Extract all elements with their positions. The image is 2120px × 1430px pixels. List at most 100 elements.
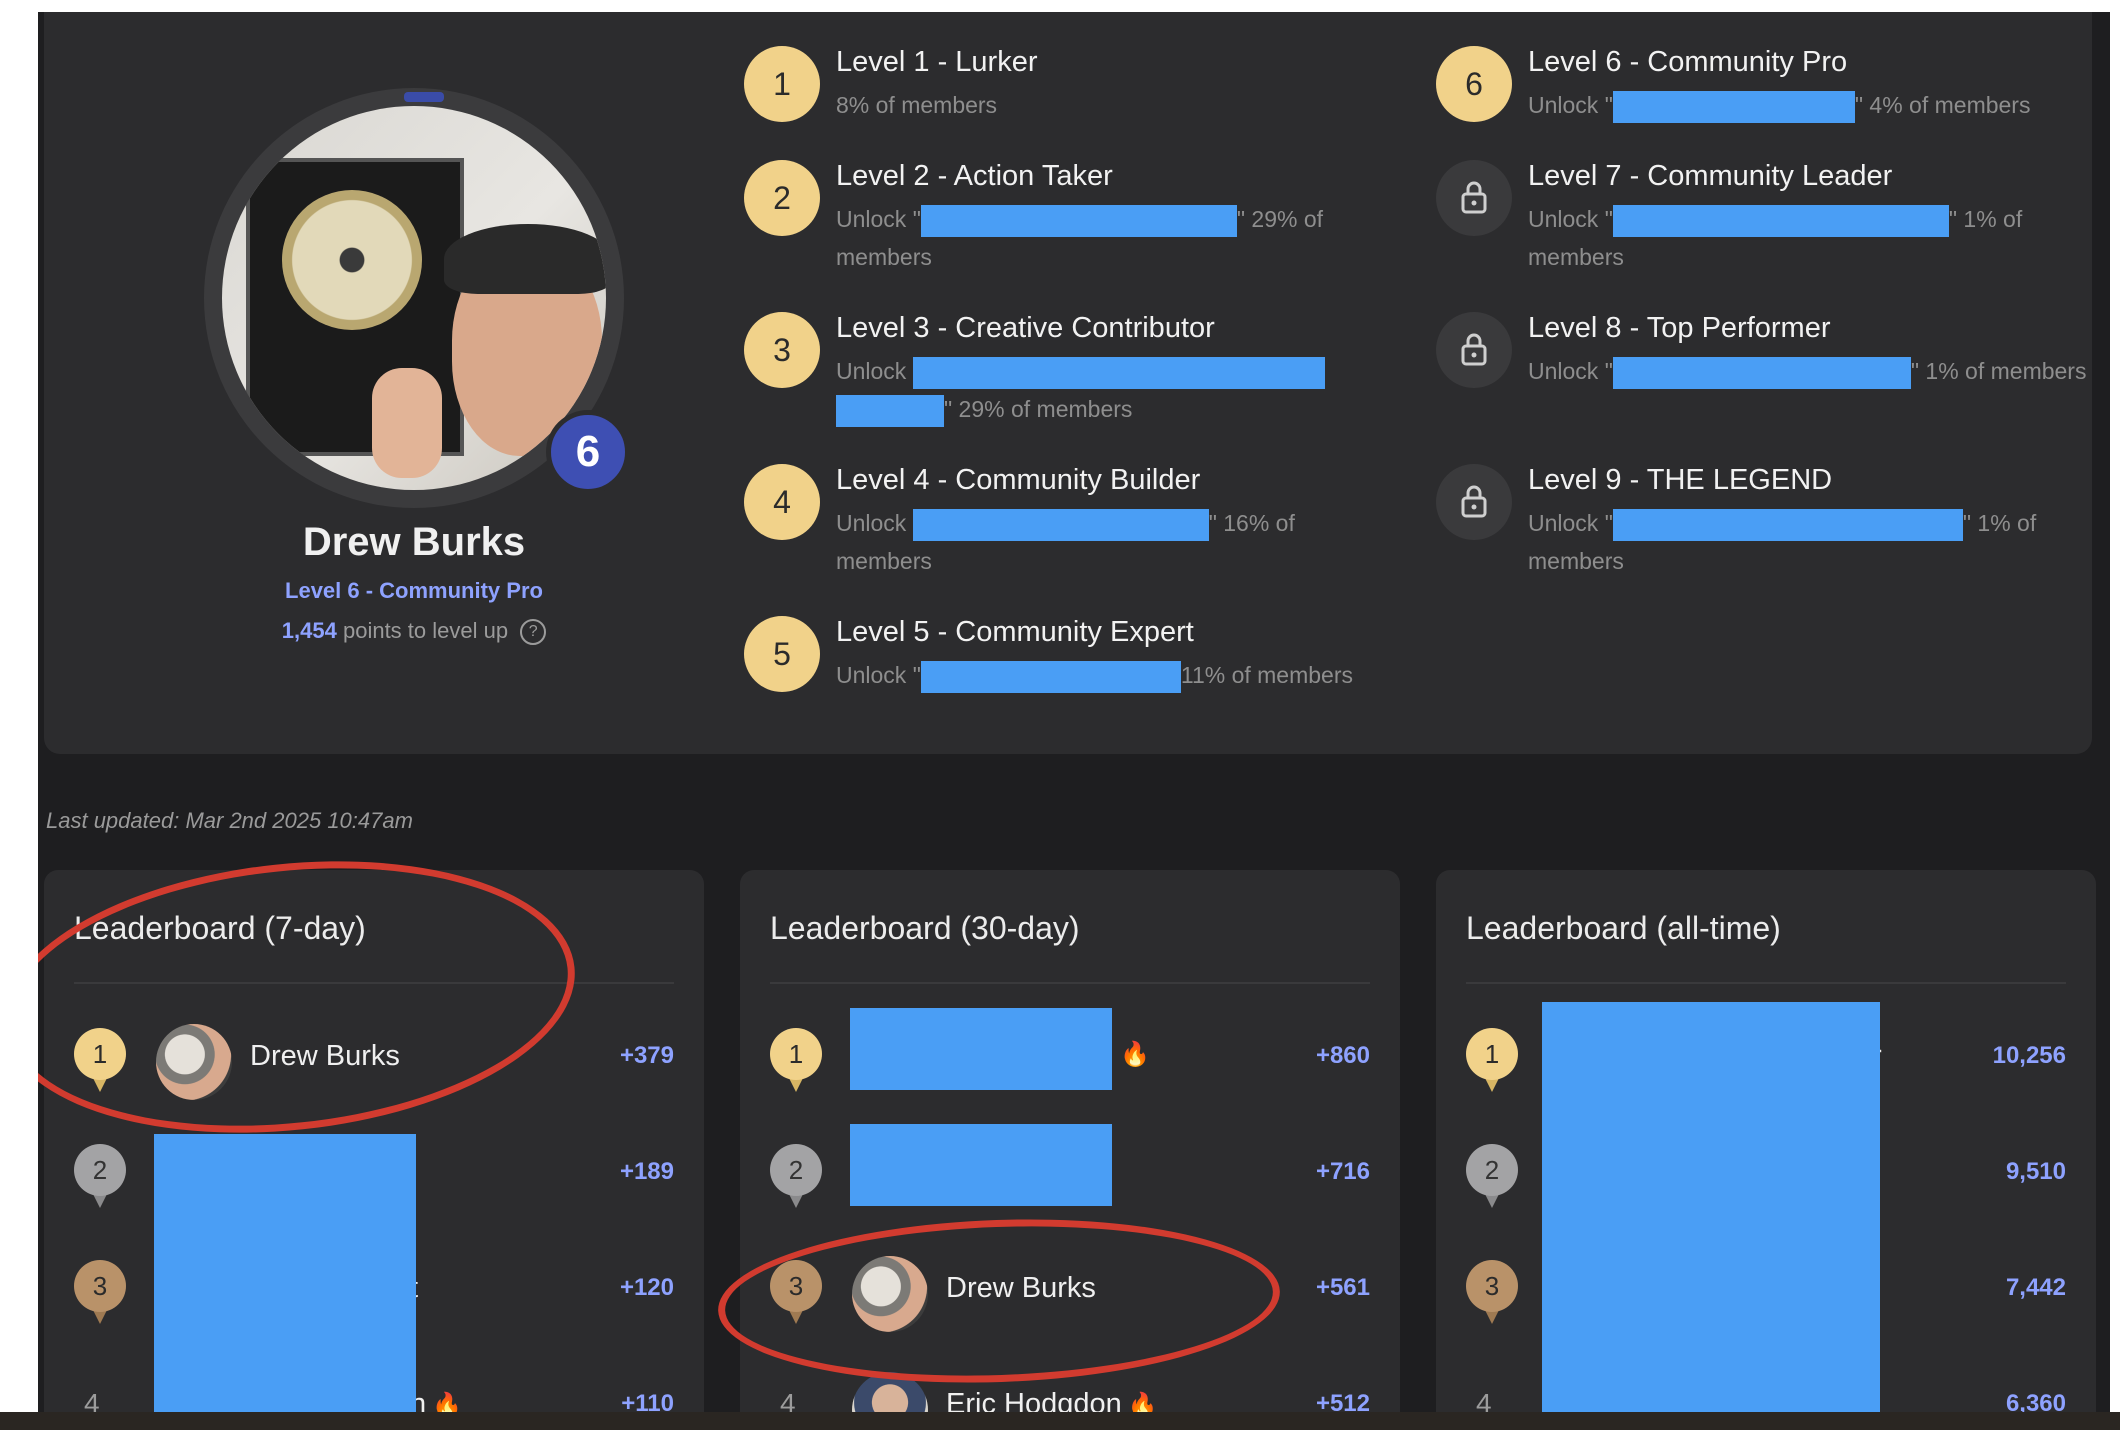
level-unlock-description: Unlock " 11% of members xyxy=(836,656,1436,694)
divider xyxy=(770,982,1370,984)
redacted-text xyxy=(920,204,1237,237)
leaderboard-row[interactable]: 3 7,442 xyxy=(1436,1232,2096,1342)
points-to-level-up: 1,454 points to level up ? xyxy=(44,618,784,646)
level-badge: 6 xyxy=(546,410,630,494)
record-disc-image xyxy=(282,190,422,330)
unlock-suffix: " 1% of members xyxy=(1910,358,2087,384)
points-value: 1,454 xyxy=(281,618,337,643)
level-title: Level 6 - Community Pro xyxy=(1528,46,1848,78)
board-title: Leaderboard (7-day) xyxy=(74,910,366,946)
level-unlock-description: Unlock " " 1% of members xyxy=(1528,200,2088,276)
bronze-medal-icon: 3 xyxy=(74,1260,126,1324)
leaderboard-row[interactable]: 1 Drew Burks +379 xyxy=(44,1000,704,1110)
unlock-suffix: " 4% of members xyxy=(1854,92,2031,118)
unlock-suffix: " 29% of members xyxy=(944,396,1133,422)
member-score: 9,510 xyxy=(2005,1158,2066,1185)
member-score: +120 xyxy=(619,1274,674,1301)
leaderboard-30-day: Leaderboard (30-day) 1 🔥 +860 2 +716 3 D… xyxy=(740,870,1400,1430)
member-score: +379 xyxy=(619,1042,674,1069)
member-score: +189 xyxy=(619,1158,674,1185)
redacted-text xyxy=(912,508,1209,541)
lock-icon xyxy=(1461,485,1487,518)
redacted-name xyxy=(850,1008,1112,1090)
hand-image xyxy=(372,368,442,478)
level-title: Level 9 - THE LEGEND xyxy=(1528,464,1833,496)
leaderboard-row[interactable]: 3 Drew Burks +561 xyxy=(740,1232,1400,1342)
profile-avatar[interactable] xyxy=(222,106,606,490)
unlock-prefix: Unlock " xyxy=(1528,358,1613,384)
bronze-medal-icon: 3 xyxy=(1466,1260,1518,1324)
unlock-prefix: Unlock " xyxy=(1528,92,1613,118)
level-number-circle: 6 xyxy=(1436,46,1512,122)
rank-number: 4 xyxy=(1476,1388,1492,1419)
level-title: Level 1 - Lurker xyxy=(836,46,1038,78)
cap-image xyxy=(444,224,606,294)
points-label: points to level up xyxy=(342,618,509,643)
gold-medal-icon: 1 xyxy=(770,1028,822,1092)
avatar[interactable] xyxy=(156,1024,232,1100)
level-number-circle: 5 xyxy=(744,616,820,692)
member-score: +716 xyxy=(1315,1158,1370,1185)
level-title: Level 5 - Community Expert xyxy=(836,616,1194,648)
leaderboard-row[interactable]: 2 +716 xyxy=(740,1116,1400,1226)
board-title: Leaderboard (all-time) xyxy=(1466,910,1781,946)
divider xyxy=(1466,982,2066,984)
gold-medal-icon: 1 xyxy=(1466,1028,1518,1092)
redacted-names xyxy=(154,1134,416,1430)
lock-icon xyxy=(1461,181,1487,214)
silver-medal-icon: 2 xyxy=(770,1144,822,1208)
member-score: 10,256 xyxy=(1992,1042,2066,1069)
level-lock-circle xyxy=(1436,160,1512,236)
redacted-text xyxy=(912,356,1325,389)
redacted-names xyxy=(1542,1002,1880,1430)
redacted-text xyxy=(1612,508,1963,541)
rank-number: 4 xyxy=(84,1388,100,1419)
unlock-prefix: Unlock " xyxy=(836,206,921,232)
silver-medal-icon: 2 xyxy=(74,1144,126,1208)
redacted-text xyxy=(1612,356,1911,389)
leaderboard-row[interactable]: 2 +189 xyxy=(44,1116,704,1226)
member-score: 7,442 xyxy=(2005,1274,2066,1301)
level-unlock-description: Unlock " " 4% of members xyxy=(1528,86,2110,124)
level-title: Level 7 - Community Leader xyxy=(1528,160,1893,192)
bronze-medal-icon: 3 xyxy=(770,1260,822,1324)
leaderboard-row[interactable]: 3 t +120 xyxy=(44,1232,704,1342)
level-lock-circle xyxy=(1436,464,1512,540)
level-number-circle: 2 xyxy=(744,160,820,236)
help-icon[interactable]: ? xyxy=(520,619,547,646)
gold-medal-icon: 1 xyxy=(74,1028,126,1092)
unlock-prefix: Unlock " xyxy=(836,662,921,688)
level-title: Level 3 - Creative Contributor xyxy=(836,312,1215,344)
level-unlock-description: Unlock " " 1% of members xyxy=(1528,352,2088,390)
redacted-text xyxy=(920,660,1181,693)
rank-number: 4 xyxy=(780,1388,796,1419)
leaderboard-row[interactable]: 2 9,510 xyxy=(1436,1116,2096,1226)
level-title: Level 2 - Action Taker xyxy=(836,160,1113,192)
level-lock-circle xyxy=(1436,312,1512,388)
silver-medal-icon: 2 xyxy=(1466,1144,1518,1208)
leaderboard-row[interactable]: 1 🔥 +860 xyxy=(740,1000,1400,1110)
level-unlock-description: Unlock " " 29% of members xyxy=(836,200,1396,276)
board-title: Leaderboard (30-day) xyxy=(770,910,1080,946)
member-score: +561 xyxy=(1315,1274,1370,1301)
page: 6 Drew Burks Level 6 - Community Pro 1,4… xyxy=(38,12,2110,1430)
level-number-circle: 3 xyxy=(744,312,820,388)
unlock-suffix: " 16% of members xyxy=(836,510,1295,574)
level-number-circle: 1 xyxy=(744,46,820,122)
member-score: +860 xyxy=(1315,1042,1370,1069)
redacted-text xyxy=(1612,90,1855,123)
avatar[interactable] xyxy=(852,1256,928,1332)
member-name[interactable]: Drew Burks xyxy=(946,1272,1096,1304)
leaderboard-all-time: Leaderboard (all-time) 1 r 10,256 2 9,51… xyxy=(1436,870,2096,1430)
lock-icon xyxy=(1461,333,1487,366)
divider xyxy=(74,982,674,984)
bottom-edge xyxy=(0,1412,2120,1430)
left-margin xyxy=(0,0,38,1430)
level-number-circle: 4 xyxy=(744,464,820,540)
member-name[interactable]: Drew Burks xyxy=(250,1040,400,1072)
redacted-text xyxy=(836,394,944,427)
level-progress-indicator xyxy=(404,92,444,102)
redacted-name xyxy=(850,1124,1112,1206)
unlock-prefix: Unlock xyxy=(836,358,907,384)
unlock-suffix: 11% of members xyxy=(1180,662,1353,688)
